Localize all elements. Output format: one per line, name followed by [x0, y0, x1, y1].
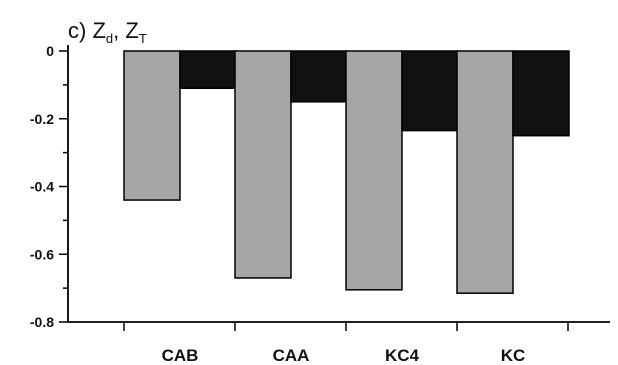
title-var-1: Z — [92, 18, 105, 43]
bar-cab-series-1 — [123, 50, 181, 201]
axes-layer — [59, 45, 610, 331]
y-tick-label: -0.6 — [30, 246, 54, 262]
y-tick-label: -0.8 — [30, 314, 54, 330]
title-subscript-1: d — [106, 31, 113, 46]
bar-caa-series-2 — [290, 50, 348, 103]
chart-title: c) Zd, ZT — [68, 18, 147, 46]
bar-kc4-series-2 — [401, 50, 459, 132]
x-category-label: CAA — [273, 346, 310, 365]
title-prefix: c) — [68, 18, 92, 43]
y-tick-label: -0.2 — [30, 111, 54, 127]
bars-layer — [123, 50, 570, 294]
title-separator: , — [113, 18, 125, 43]
labels-layer: 0 -0.2 -0.4 -0.6 -0.8 CAB CAA KC4 KC — [30, 43, 525, 365]
bar-kc-series-1 — [456, 50, 514, 294]
x-category-label: CAB — [162, 346, 199, 365]
x-category-label: KC4 — [385, 346, 420, 365]
y-tick-label: -0.4 — [30, 179, 54, 195]
x-category-label: KC — [501, 346, 526, 365]
title-subscript-2: T — [139, 31, 147, 46]
bar-kc4-series-1 — [345, 50, 403, 291]
y-tick-label: 0 — [46, 43, 54, 59]
bar-caa-series-1 — [234, 50, 292, 279]
bar-kc-series-2 — [512, 50, 570, 137]
title-var-2: Z — [125, 18, 138, 43]
bar-cab-series-2 — [179, 50, 237, 90]
